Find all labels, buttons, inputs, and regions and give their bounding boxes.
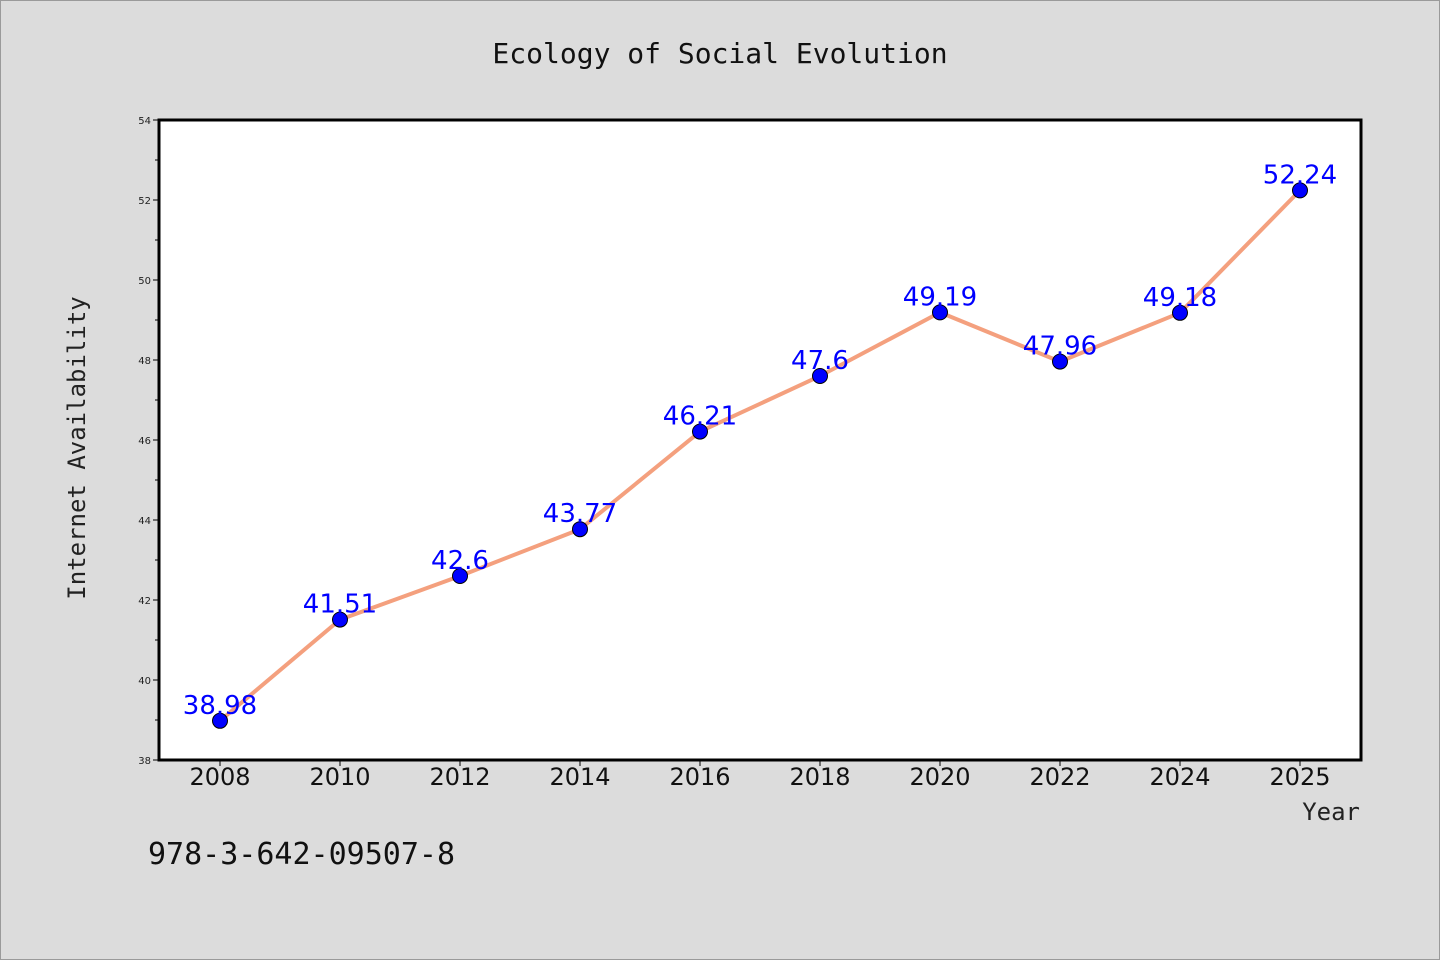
isbn-footnote: 978-3-642-09507-8: [148, 837, 455, 872]
data-point-label: 49.19: [903, 282, 977, 312]
y-axis-label: Internet Availability: [63, 296, 91, 599]
x-tick-label: 2024: [1149, 763, 1210, 791]
data-point-marker: [572, 521, 588, 538]
series-line: [218, 188, 1302, 723]
data-point-label: 41.51: [303, 590, 377, 620]
x-tick-label: 2022: [1029, 763, 1090, 791]
plot-area: [159, 120, 1361, 760]
y-axis-ticks: 38 40 42 44 46 48 50 52 54: [138, 116, 159, 767]
y-tick-label: 40: [138, 676, 151, 687]
data-point-marker: [332, 611, 348, 628]
data-point-label: 49.18: [1143, 283, 1217, 313]
y-tick-label: 48: [138, 356, 151, 367]
x-tick-label: 2016: [669, 763, 730, 791]
data-point-label: 52.24: [1263, 160, 1337, 190]
x-axis-ticks: 2008 2010 2012 2014 2016 2018 2020 2022 2024 2025: [189, 760, 1331, 791]
chart-title: Ecology of Social Evolution: [492, 37, 947, 70]
data-point-label: 42.6: [431, 546, 489, 576]
x-tick-label: 2010: [309, 763, 370, 791]
x-tick-label: 2012: [429, 763, 490, 791]
y-tick-label: 54: [138, 116, 151, 127]
y-tick-label: 52: [138, 196, 151, 207]
data-point-label: 43.77: [543, 499, 617, 529]
x-tick-label: 2014: [549, 763, 610, 791]
data-point-marker: [452, 568, 468, 584]
data-point-label: 38.98: [183, 691, 257, 721]
x-axis-label: Year: [1302, 798, 1360, 826]
plot-frame: [157, 118, 1363, 762]
data-point-marker: [812, 368, 828, 384]
y-tick-label: 38: [138, 756, 151, 767]
data-point-marker: [932, 304, 948, 321]
data-point-marker: [692, 423, 708, 440]
x-tick-label: 2018: [789, 763, 850, 791]
y-tick-label: 50: [138, 276, 151, 287]
x-tick-label: 2008: [189, 763, 250, 791]
x-tick-label: 2020: [909, 763, 970, 791]
data-point-label: 47.96: [1023, 332, 1097, 362]
data-point-marker: [1292, 182, 1308, 199]
y-tick-label: 44: [138, 516, 151, 527]
y-tick-label: 46: [138, 436, 151, 447]
data-point-marker: [212, 712, 228, 729]
data-labels: 38.98 41.51 42.6 43.77 46.21 47.6 49.19 47.96 49…: [183, 160, 1337, 720]
data-markers: [212, 182, 1308, 729]
y-tick-label: 42: [138, 596, 151, 607]
data-point-marker: [1052, 353, 1068, 370]
x-tick-label: 2025: [1269, 763, 1330, 791]
data-point-label: 47.6: [791, 346, 849, 376]
data-point-marker: [1172, 304, 1188, 321]
data-point-label: 46.21: [663, 402, 737, 432]
